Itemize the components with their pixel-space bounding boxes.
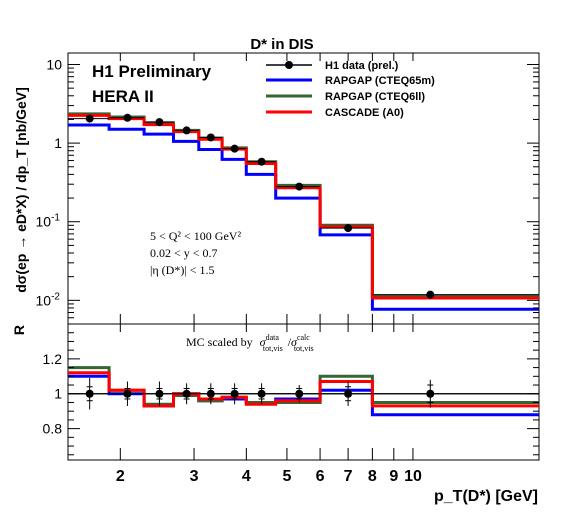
legend-marker-0 [285, 61, 293, 69]
x-tick-label-5: 7 [344, 468, 353, 485]
legend-label-1: RAPGAP (CTEQ65m) [325, 75, 435, 87]
x-tick-label-7: 9 [389, 468, 398, 485]
top-series-3-step-line [68, 113, 539, 300]
x-tick-label-6: 8 [368, 468, 377, 485]
ratio-data-point-0 [85, 389, 94, 398]
legend-label-2: RAPGAP (CTEQ6ll) [325, 91, 425, 103]
ratio-data-point-6 [257, 389, 266, 398]
legend-label-3: CASCADE (A0) [325, 107, 404, 119]
cut-eta-label: |η (D*)| < 1.5 [150, 263, 215, 277]
top-plot-area [68, 112, 539, 311]
ratio-annotation-prefix: MC scaled by [186, 335, 253, 349]
ratio-series-1-step-line [68, 374, 539, 417]
top-y-tick-label-base-3: 10 [46, 56, 62, 72]
x-tick-label-3: 5 [282, 468, 291, 485]
top-y-tick-label-0: 10-2 [36, 291, 61, 308]
preliminary-label: H1 Preliminary [92, 62, 212, 81]
ratio-data-point-4 [206, 389, 215, 398]
x-tick-label-4: 6 [316, 468, 325, 485]
x-tick-label-1: 3 [190, 468, 199, 485]
top-data-point-9 [426, 290, 435, 299]
top-y-tick-label-1: 10-1 [36, 213, 61, 230]
ratio-data-point-3 [182, 389, 191, 398]
legend-label-0: H1 data (prel.) [325, 60, 399, 72]
top-y-tick-label-exp-1: -1 [51, 213, 60, 224]
ratio-data-point-5 [230, 389, 239, 398]
legend: H1 data (prel.) RAPGAP (CTEQ65m) RAPGAP (C… [266, 60, 435, 119]
top-y-tick-label-base-2: 1 [54, 135, 62, 151]
top-data-point-7 [295, 182, 304, 191]
top-data-point-8 [344, 224, 353, 233]
top-data-point-2 [155, 118, 164, 127]
dataset-label: HERA II [92, 87, 154, 106]
chart-title: D* in DIS [250, 36, 313, 53]
ratio-data-point-1 [123, 389, 132, 398]
top-series-1-step-line [68, 123, 539, 311]
top-y-tick-label-3: 10 [46, 56, 62, 72]
top-y-tick-label-2: 1 [54, 135, 62, 151]
top-y-tick-label-base-1: 10 [36, 214, 52, 230]
top-y-tick-label-base-0: 10 [36, 292, 52, 308]
ratio-data-point-2 [155, 389, 164, 398]
x-tick-label-0: 2 [116, 468, 125, 485]
top-series-2-step-line [68, 112, 539, 298]
ratio-y-tick-label-1: 1 [54, 386, 62, 402]
top-data-point-3 [182, 126, 191, 135]
top-y-axis-label: dσ(ep → eD*X) / dp_T [nb/GeV] [13, 87, 29, 293]
cut-q2-label: 5 < Q² < 100 GeV² [150, 229, 241, 243]
top-y-tick-label-exp-0: -2 [51, 291, 60, 302]
ratio-annotation: MC scaled by σdata tot,vis /σcalc tot,vis [186, 333, 314, 354]
ratio-data-point-9 [426, 389, 435, 398]
ratio-data-point-7 [295, 389, 304, 398]
ratio-series-3-step-line [68, 371, 539, 408]
ratio-panel-frame [67, 323, 540, 461]
ratio-y-tick-label-0: 0.8 [43, 421, 63, 437]
ratio-data-point-8 [344, 389, 353, 398]
top-data-point-4 [206, 133, 215, 142]
x-tick-label-2: 4 [242, 468, 251, 485]
ratio-annotation-num-sub: tot,vis [263, 344, 283, 353]
ratio-annotation-num-sup: data [266, 333, 280, 342]
cut-y-label: 0.02 < y < 0.7 [150, 246, 218, 260]
ratio-y-tick-label-2: 1.2 [43, 351, 63, 367]
ratio-annotation-den-sup: calc [297, 333, 310, 342]
ratio-annotation-den-sub: tot,vis [294, 344, 314, 353]
top-data-point-6 [257, 157, 266, 166]
top-data-point-1 [123, 113, 132, 122]
ratio-plot-area [68, 366, 539, 417]
x-axis-label: p_T(D*) [GeV] [434, 488, 538, 505]
top-data-point-5 [230, 144, 239, 153]
ratio-y-axis-label: R [11, 325, 27, 335]
top-data-point-0 [85, 114, 94, 123]
x-tick-label-8: 10 [404, 468, 422, 485]
